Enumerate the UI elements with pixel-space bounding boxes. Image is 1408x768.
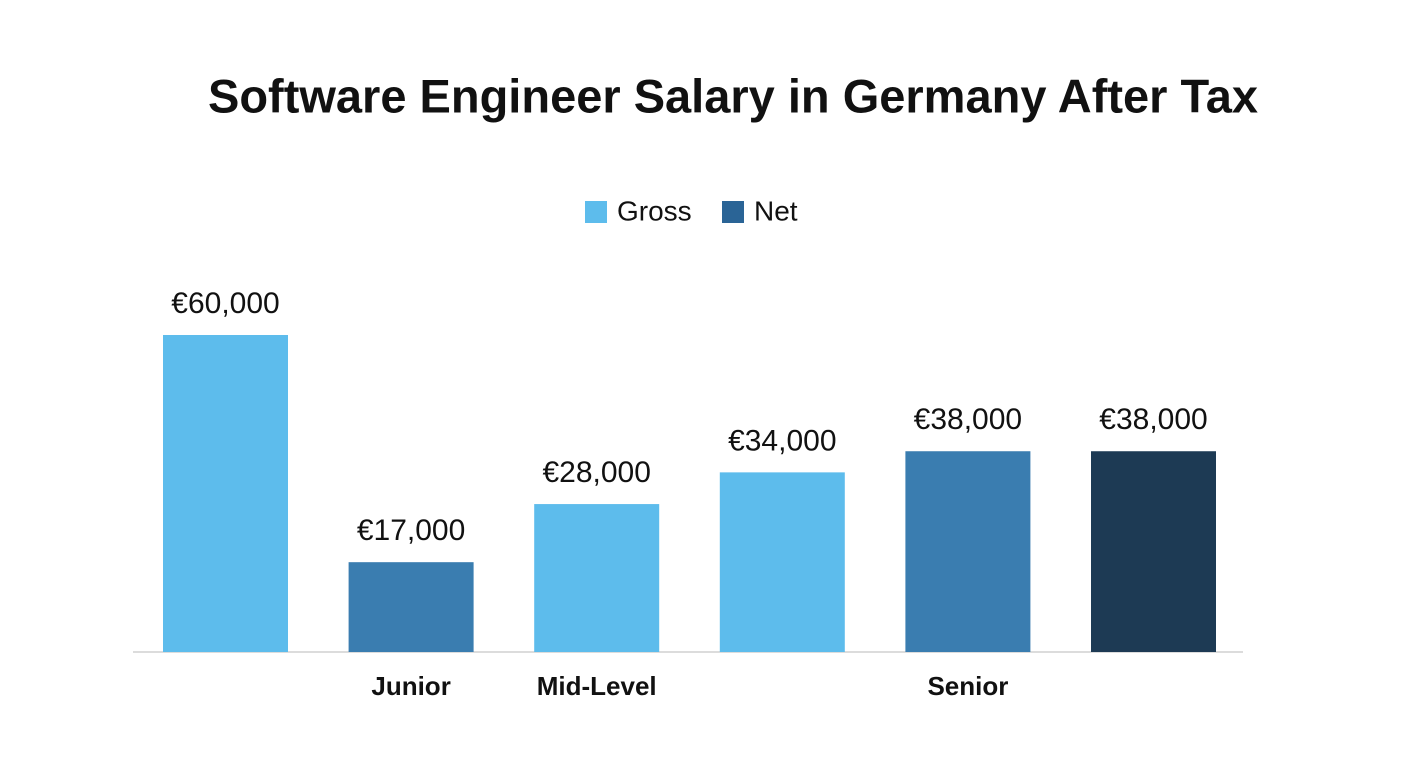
legend-swatch <box>585 201 607 223</box>
bar <box>905 451 1031 652</box>
bar <box>163 335 288 652</box>
bar <box>1091 451 1216 652</box>
value-label: €38,000 <box>1099 403 1207 436</box>
bar <box>534 504 660 652</box>
bar <box>348 562 474 652</box>
x-tick-label: Junior <box>371 671 450 701</box>
legend-label: Gross <box>617 195 692 226</box>
legend-label: Net <box>754 195 798 226</box>
x-tick-label: Senior <box>927 671 1008 701</box>
x-tick-label: Mid-Level <box>537 671 657 701</box>
value-label: €60,000 <box>171 287 279 320</box>
legend-swatch <box>722 201 744 223</box>
value-label: €17,000 <box>357 514 465 547</box>
value-label: €34,000 <box>728 424 836 457</box>
bar <box>719 472 845 652</box>
value-label: €28,000 <box>542 456 650 489</box>
value-label: €38,000 <box>914 403 1022 436</box>
chart-title: Software Engineer Salary in Germany Afte… <box>208 69 1258 122</box>
